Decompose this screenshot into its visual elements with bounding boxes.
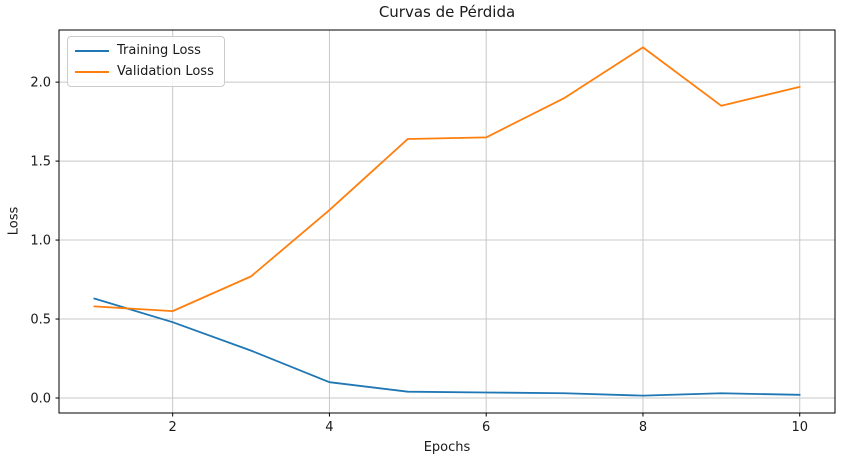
x-tick-label: 8: [639, 420, 647, 435]
y-axis-label-text: Loss: [6, 206, 22, 236]
y-tick-label: 1.0: [30, 234, 51, 249]
y-tick-label: 0.0: [30, 391, 51, 406]
training-loss-line-swatch: [75, 50, 109, 52]
y-tick-label: 2.0: [30, 76, 51, 91]
x-tick-label: 10: [791, 420, 808, 435]
legend-label-validation-loss: Validation Loss: [117, 64, 214, 79]
legend-label-training-loss: Training Loss: [117, 43, 201, 58]
training-loss-line: [93, 297, 801, 397]
x-tick-label: 4: [325, 420, 333, 435]
x-tick-label: 2: [169, 420, 177, 435]
validation-loss-line: [93, 46, 801, 313]
y-tick-label: 0.5: [30, 313, 51, 328]
x-axis-label: Epochs: [423, 440, 471, 455]
axes-spines: [58, 29, 836, 414]
legend-item-training-loss: Training Loss: [75, 43, 214, 59]
x-tick-label: 6: [482, 420, 490, 435]
chart-title: Curvas de Pérdida: [378, 3, 516, 21]
y-tick-label: 1.5: [30, 155, 51, 170]
legend: Training Loss Validation Loss: [67, 36, 225, 87]
legend-item-validation-loss: Validation Loss: [75, 64, 214, 80]
validation-loss-line-swatch: [75, 71, 109, 73]
